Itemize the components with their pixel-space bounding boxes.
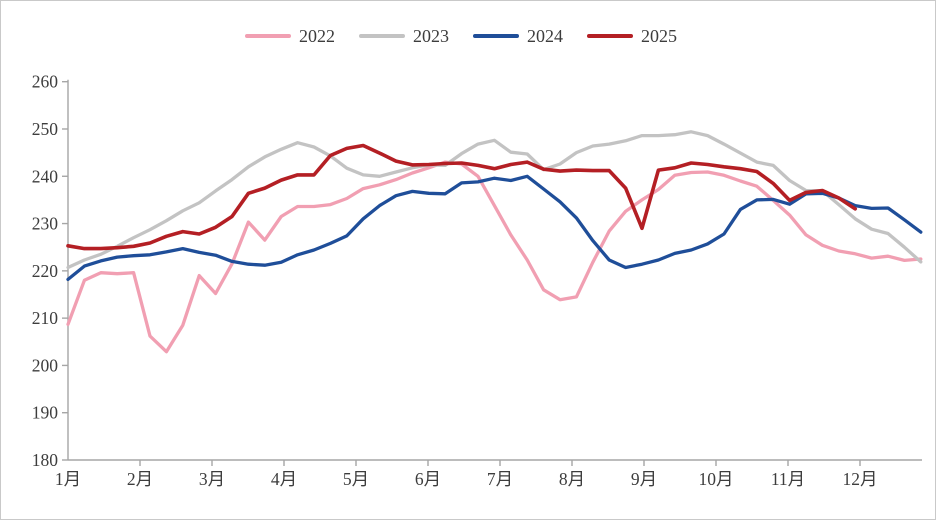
x-tick-label: 1月 <box>55 469 81 489</box>
x-tick-label: 4月 <box>271 469 297 489</box>
legend-item-2022: 2022 <box>245 27 335 45</box>
y-tick-label: 230 <box>32 214 59 234</box>
series-line-2025 <box>66 143 858 251</box>
y-tick-label: 190 <box>32 403 59 423</box>
x-tick-label: 2月 <box>127 469 153 489</box>
legend-swatch-2024 <box>473 34 519 38</box>
legend-label: 2023 <box>413 26 449 46</box>
legend-label: 2024 <box>527 26 563 46</box>
legend-item-2024: 2024 <box>473 27 563 45</box>
legend-swatch-2023 <box>359 34 405 38</box>
x-tick-label: 11月 <box>771 469 805 489</box>
x-tick-label: 3月 <box>199 469 225 489</box>
legend-item-2025: 2025 <box>587 27 677 45</box>
x-tick-label: 9月 <box>631 469 657 489</box>
y-tick-label: 200 <box>32 355 59 375</box>
x-tick-label: 10月 <box>699 469 734 489</box>
series-line-2022 <box>66 160 923 354</box>
x-tick-label: 7月 <box>487 469 513 489</box>
legend-item-2023: 2023 <box>359 27 449 45</box>
x-tick-label: 6月 <box>415 469 441 489</box>
series-line-2024 <box>66 174 923 282</box>
chart-legend: 2022 2023 2024 2025 <box>1 27 935 45</box>
legend-label: 2022 <box>299 26 335 46</box>
legend-swatch-2025 <box>587 34 633 38</box>
y-tick-label: 220 <box>32 261 59 281</box>
y-tick-label: 240 <box>32 166 59 186</box>
x-tick-label: 5月 <box>343 469 369 489</box>
y-tick-label: 260 <box>32 72 59 92</box>
series-line-2023 <box>66 130 923 270</box>
x-tick-label: 12月 <box>843 469 878 489</box>
legend-label: 2025 <box>641 26 677 46</box>
y-tick-label: 250 <box>32 119 59 139</box>
y-tick-label: 180 <box>32 450 59 470</box>
x-tick-label: 8月 <box>559 469 585 489</box>
legend-swatch-2022 <box>245 34 291 38</box>
y-tick-label: 210 <box>32 308 59 328</box>
